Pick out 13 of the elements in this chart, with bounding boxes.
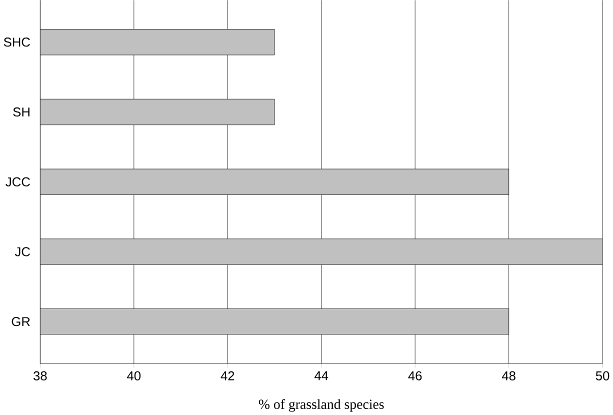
y-tick-label: JC (14, 247, 30, 256)
y-tick-label: JCC (6, 177, 30, 186)
y-tick-label: SH (13, 107, 30, 116)
x-tick-label: 40 (127, 371, 141, 380)
x-tick-label: 38 (34, 371, 47, 380)
x-tick-label: 42 (220, 371, 234, 380)
x-tick-label: 44 (314, 371, 328, 380)
y-tick-label: SHC (4, 38, 30, 47)
x-axis-title: % of grassland species (258, 399, 384, 412)
y-tick-label: GR (12, 317, 30, 326)
x-tick-label: 50 (596, 371, 610, 380)
x-tick-label: 46 (408, 371, 422, 380)
x-tick-label: 48 (502, 371, 516, 380)
